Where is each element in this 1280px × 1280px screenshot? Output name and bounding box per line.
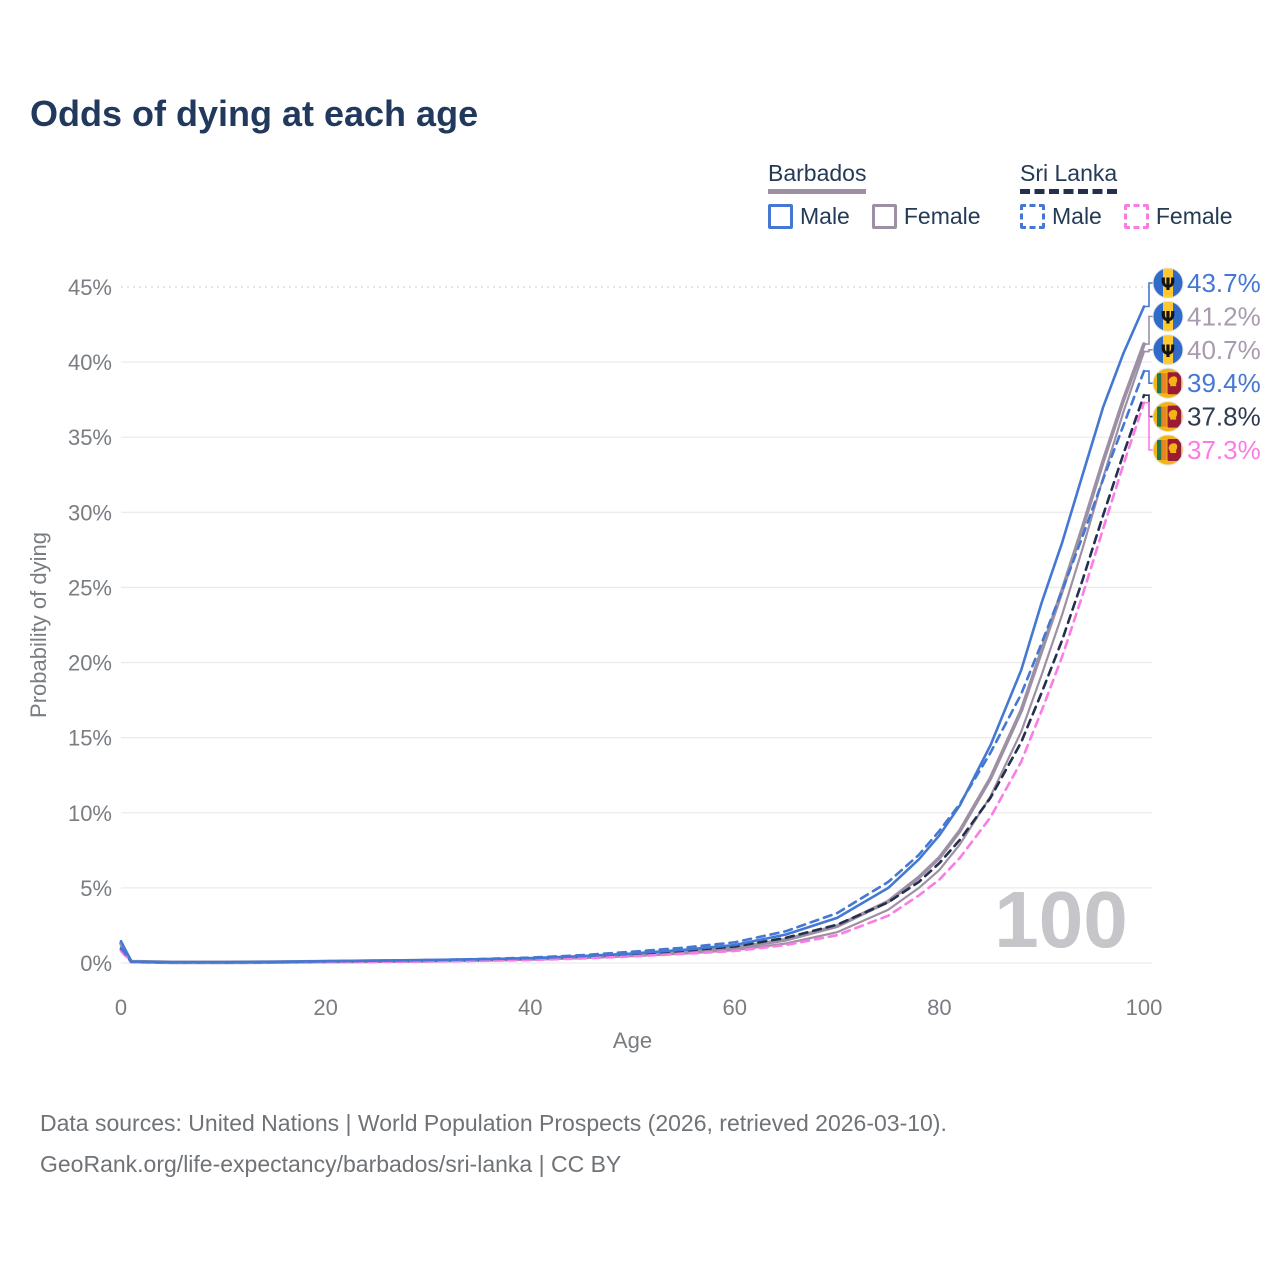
flag-icon-barbados: Ψ bbox=[1153, 301, 1183, 332]
legend-items-sri-lanka: Male Female bbox=[1020, 203, 1255, 230]
y-tick-label-0: 0% bbox=[80, 951, 112, 976]
y-tick-label-30: 30% bbox=[68, 500, 112, 525]
end-value-label-sri-lanka-both-sexes: 37.8% bbox=[1187, 402, 1261, 432]
y-tick-label-45: 45% bbox=[68, 275, 112, 300]
y-tick-label-10: 10% bbox=[68, 801, 112, 826]
leader-line-sri-lanka-male bbox=[1144, 370, 1153, 384]
y-tick-label-5: 5% bbox=[80, 876, 112, 901]
legend-swatch-sri-lanka-female bbox=[1123, 204, 1149, 230]
y-tick-label-25: 25% bbox=[68, 575, 112, 600]
age-counter-watermark: 100 bbox=[994, 875, 1127, 964]
legend-country-sri-lanka[interactable]: Sri Lanka bbox=[1020, 160, 1118, 195]
y-axis-title: Probability of dying bbox=[26, 532, 51, 718]
mortality-line-chart: 0% 5% 10% 15% 20% 25% 30% 35% 40% 45% 0 20 40 60 80 100… bbox=[26, 267, 1261, 1053]
flag-icon-sri-lanka bbox=[1153, 435, 1183, 465]
legend-item-barbados-female[interactable]: Female bbox=[871, 203, 981, 230]
legend-item-sri-lanka-male[interactable]: Male bbox=[1020, 203, 1102, 230]
footer-data-sources: Data sources: United Nations | World Pop… bbox=[40, 1110, 947, 1136]
flag-ring bbox=[1152, 401, 1184, 433]
leader-line-sri-lanka-female bbox=[1144, 401, 1153, 451]
flag-ring bbox=[1152, 367, 1184, 399]
series-line-sri-lanka-female bbox=[119, 401, 1146, 965]
flag-ring bbox=[1152, 334, 1184, 366]
y-tick-label-20: 20% bbox=[68, 651, 112, 676]
flag-icon-barbados: Ψ bbox=[1153, 268, 1183, 298]
svg-text:Ψ: Ψ bbox=[1161, 342, 1175, 362]
svg-text:Ψ: Ψ bbox=[1161, 308, 1175, 328]
flag-ring bbox=[1152, 434, 1184, 466]
leader-line-barbados-male bbox=[1144, 282, 1153, 308]
flag-icon-sri-lanka bbox=[1153, 401, 1183, 432]
legend-group-sri-lanka: Sri Lanka Male Female bbox=[1020, 160, 1255, 230]
x-tick-label-100: 100 bbox=[1126, 995, 1163, 1020]
legend-country-barbados[interactable]: Barbados bbox=[768, 160, 867, 195]
end-value-label-sri-lanka-male: 39.4% bbox=[1187, 368, 1261, 398]
x-tick-label-60: 60 bbox=[723, 995, 747, 1020]
y-tick-label-40: 40% bbox=[68, 350, 112, 375]
legend-items-barbados: Male Female bbox=[768, 203, 1003, 230]
x-axis-title: Age bbox=[613, 1028, 652, 1053]
leader-line-barbados-female bbox=[1144, 349, 1153, 353]
svg-text:Ψ: Ψ bbox=[1161, 275, 1175, 295]
series-line-barbados-male bbox=[119, 305, 1146, 964]
legend-label-barbados-female: Female bbox=[903, 203, 981, 230]
flag-ring bbox=[1152, 267, 1184, 299]
end-value-label-sri-lanka-female: 37.3% bbox=[1187, 435, 1261, 465]
x-tick-label-80: 80 bbox=[927, 995, 951, 1020]
legend-item-sri-lanka-female[interactable]: Female bbox=[1123, 203, 1233, 230]
x-tick-label-20: 20 bbox=[313, 995, 337, 1020]
series-line-sri-lanka-both-sexes bbox=[119, 393, 1146, 964]
legend-group-barbados: Barbados Male Female bbox=[768, 160, 1003, 230]
legend-swatch-barbados-female bbox=[871, 204, 897, 230]
legend-label-sri-lanka-male: Male bbox=[1052, 203, 1102, 230]
legend-item-barbados-male[interactable]: Male bbox=[768, 203, 850, 230]
footer: Data sources: United Nations | World Pop… bbox=[40, 1103, 947, 1185]
y-tick-label-15: 15% bbox=[68, 726, 112, 751]
end-value-label-barbados-female: 40.7% bbox=[1187, 335, 1261, 365]
legend-label-sri-lanka-female: Female bbox=[1155, 203, 1233, 230]
x-tick-label-40: 40 bbox=[518, 995, 542, 1020]
legend-swatch-sri-lanka-male bbox=[1020, 204, 1045, 230]
legend-swatch-barbados-male bbox=[768, 204, 793, 230]
series-line-sri-lanka-male bbox=[119, 369, 1146, 964]
legend-label-barbados-male: Male bbox=[800, 203, 850, 230]
page-title: Odds of dying at each age bbox=[30, 93, 479, 134]
footer-attribution: GeoRank.org/life-expectancy/barbados/sri… bbox=[40, 1151, 622, 1177]
flag-icon-barbados: Ψ bbox=[1153, 334, 1183, 365]
series-line-barbados-female bbox=[119, 350, 1146, 964]
x-tick-label-0: 0 bbox=[115, 995, 127, 1020]
flag-icon-sri-lanka bbox=[1153, 368, 1183, 399]
leader-line-barbados-both-sexes bbox=[1144, 315, 1153, 345]
end-value-label-barbados-male: 43.7% bbox=[1187, 268, 1261, 298]
end-value-label-barbados-both-sexes: 41.2% bbox=[1187, 301, 1261, 331]
y-tick-label-35: 35% bbox=[68, 425, 112, 450]
flag-ring bbox=[1152, 300, 1184, 332]
